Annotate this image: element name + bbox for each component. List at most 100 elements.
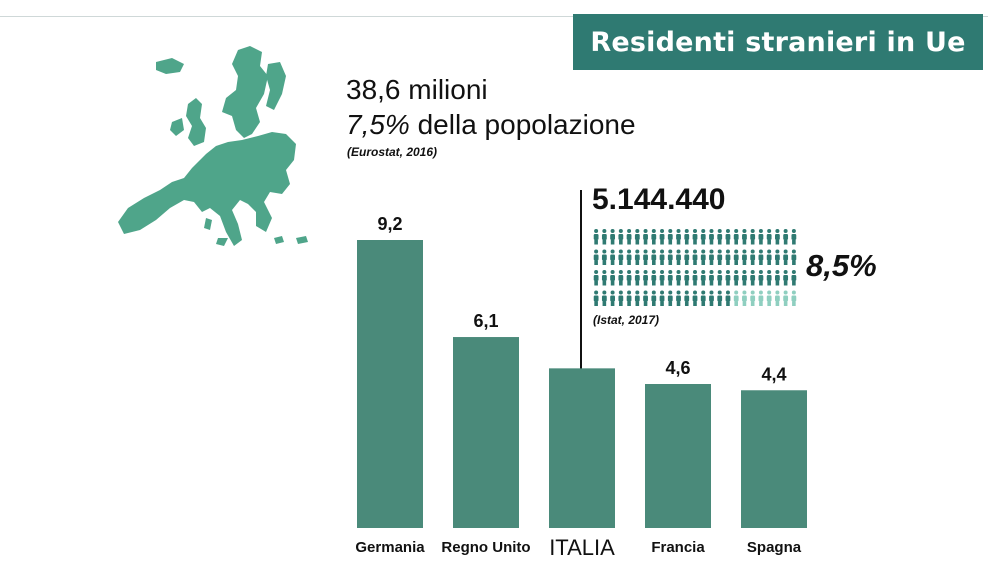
person-icon	[758, 290, 764, 306]
bar-spagna	[741, 390, 807, 528]
person-icon	[791, 290, 797, 306]
person-icon	[676, 290, 681, 306]
person-icon	[610, 249, 615, 265]
italy-total-residents: 5.144.440	[592, 183, 726, 216]
person-icon	[791, 229, 797, 245]
person-icon	[593, 290, 599, 306]
value-label-francia: 4,6	[665, 358, 690, 378]
person-icon	[651, 249, 657, 265]
person-icon	[783, 249, 789, 265]
pictogram-people	[593, 229, 797, 306]
person-icon	[626, 270, 632, 286]
person-icon	[733, 290, 739, 306]
person-icon	[758, 249, 764, 265]
value-label-spagna: 4,4	[761, 364, 786, 384]
person-icon	[783, 270, 789, 286]
person-icon	[725, 249, 731, 265]
person-icon	[709, 229, 714, 245]
person-icon	[733, 249, 739, 265]
person-icon	[634, 229, 640, 245]
person-icon	[700, 229, 706, 245]
person-icon	[651, 229, 657, 245]
category-label-germania: Germania	[355, 539, 425, 556]
person-icon	[667, 229, 673, 245]
person-icon	[618, 270, 624, 286]
person-icon	[684, 270, 690, 286]
person-icon	[659, 270, 665, 286]
person-icon	[626, 290, 632, 306]
category-label-regno-unito: Regno Unito	[441, 539, 530, 556]
person-icon	[717, 229, 723, 245]
eu-population-share: 7,5% della popolazione	[346, 109, 636, 141]
person-icon	[750, 249, 756, 265]
person-icon	[667, 249, 673, 265]
person-icon	[692, 229, 698, 245]
person-icon	[750, 229, 756, 245]
person-icon	[733, 229, 739, 245]
person-icon	[775, 229, 780, 245]
person-icon	[667, 270, 673, 286]
person-icon	[651, 270, 657, 286]
person-icon	[659, 290, 665, 306]
person-icon	[626, 229, 632, 245]
person-pictogram	[593, 229, 797, 306]
person-icon	[725, 290, 731, 306]
bar-germania	[357, 240, 423, 528]
person-icon	[601, 270, 607, 286]
category-label-spagna: Spagna	[747, 539, 802, 556]
person-icon	[676, 270, 681, 286]
person-icon	[733, 270, 739, 286]
value-label-regno-unito: 6,1	[473, 311, 498, 331]
person-icon	[593, 249, 599, 265]
person-icon	[692, 270, 698, 286]
person-icon	[700, 290, 706, 306]
istat-source: (Istat, 2017)	[593, 313, 660, 327]
person-icon	[601, 249, 607, 265]
person-icon	[709, 249, 714, 265]
person-icon	[775, 290, 780, 306]
person-icon	[667, 290, 673, 306]
eu-share-value: 7,5%	[346, 109, 410, 140]
person-icon	[684, 229, 690, 245]
bar-regno-unito	[453, 337, 519, 528]
person-icon	[643, 270, 648, 286]
person-icon	[750, 270, 756, 286]
person-icon	[783, 290, 789, 306]
person-icon	[593, 270, 599, 286]
eu-share-text: della popolazione	[409, 109, 636, 140]
person-icon	[717, 249, 723, 265]
bar-italia	[549, 368, 615, 528]
person-icon	[676, 229, 681, 245]
person-icon	[659, 249, 665, 265]
person-icon	[725, 229, 731, 245]
person-icon	[709, 270, 714, 286]
person-icon	[775, 249, 780, 265]
person-icon	[775, 270, 780, 286]
person-icon	[634, 290, 640, 306]
category-labels-group: Germania Regno Unito ITALIA Francia Spagna	[355, 535, 801, 560]
person-icon	[766, 290, 772, 306]
person-icon	[618, 229, 624, 245]
person-icon	[791, 249, 797, 265]
person-icon	[601, 229, 607, 245]
person-icon	[758, 270, 764, 286]
bar-francia	[645, 384, 711, 528]
person-icon	[700, 249, 706, 265]
category-label-italia: ITALIA	[549, 535, 615, 560]
person-icon	[684, 290, 690, 306]
person-icon	[742, 290, 747, 306]
person-icon	[700, 270, 706, 286]
europe-map-shape	[118, 46, 308, 246]
person-icon	[610, 290, 615, 306]
person-icon	[725, 270, 731, 286]
person-icon	[742, 249, 747, 265]
person-icon	[618, 249, 624, 265]
person-icon	[626, 249, 632, 265]
chart-title: Residenti stranieri in Ue	[573, 14, 983, 70]
person-icon	[783, 229, 789, 245]
person-icon	[766, 249, 772, 265]
europe-map-icon	[118, 46, 308, 246]
person-icon	[717, 270, 723, 286]
category-label-francia: Francia	[651, 539, 705, 556]
person-icon	[593, 229, 599, 245]
